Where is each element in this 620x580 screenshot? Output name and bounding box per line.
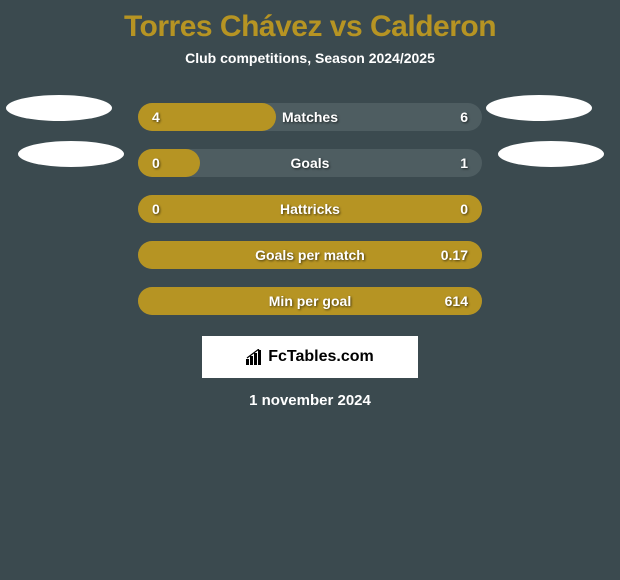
stat-label: Goals per match xyxy=(138,241,482,269)
stat-bar-track: 0.17Goals per match xyxy=(138,241,482,269)
stat-row: 614Min per goal xyxy=(0,278,620,324)
player-left-marker xyxy=(6,95,112,121)
stat-bar-track: 01Goals xyxy=(138,149,482,177)
stat-bar-track: 614Min per goal xyxy=(138,287,482,315)
stat-label: Matches xyxy=(138,103,482,131)
stat-row: 0.17Goals per match xyxy=(0,232,620,278)
player-right-marker xyxy=(498,141,604,167)
logo-text: FcTables.com xyxy=(268,348,374,366)
stat-bar-track: 00Hattricks xyxy=(138,195,482,223)
player-left-marker xyxy=(18,141,124,167)
player-compare-infographic: Torres Chávez vs Calderon Club competiti… xyxy=(0,0,620,580)
fctables-badge: FcTables.com xyxy=(202,336,418,378)
comparison-subtitle: Club competitions, Season 2024/2025 xyxy=(0,50,620,66)
stat-row: 00Hattricks xyxy=(0,186,620,232)
player-right-marker xyxy=(486,95,592,121)
snapshot-date: 1 november 2024 xyxy=(0,392,620,409)
stat-label: Min per goal xyxy=(138,287,482,315)
stat-bar-track: 46Matches xyxy=(138,103,482,131)
chart-icon xyxy=(246,349,264,365)
stat-rows: 46Matches 01Goals 00Hattricks 0.17Goals per… xyxy=(0,94,620,324)
stat-label: Goals xyxy=(138,149,482,177)
stat-label: Hattricks xyxy=(138,195,482,223)
stat-row: 01Goals xyxy=(0,140,620,186)
stat-row: 46Matches xyxy=(0,94,620,140)
comparison-title: Torres Chávez vs Calderon xyxy=(0,0,620,50)
